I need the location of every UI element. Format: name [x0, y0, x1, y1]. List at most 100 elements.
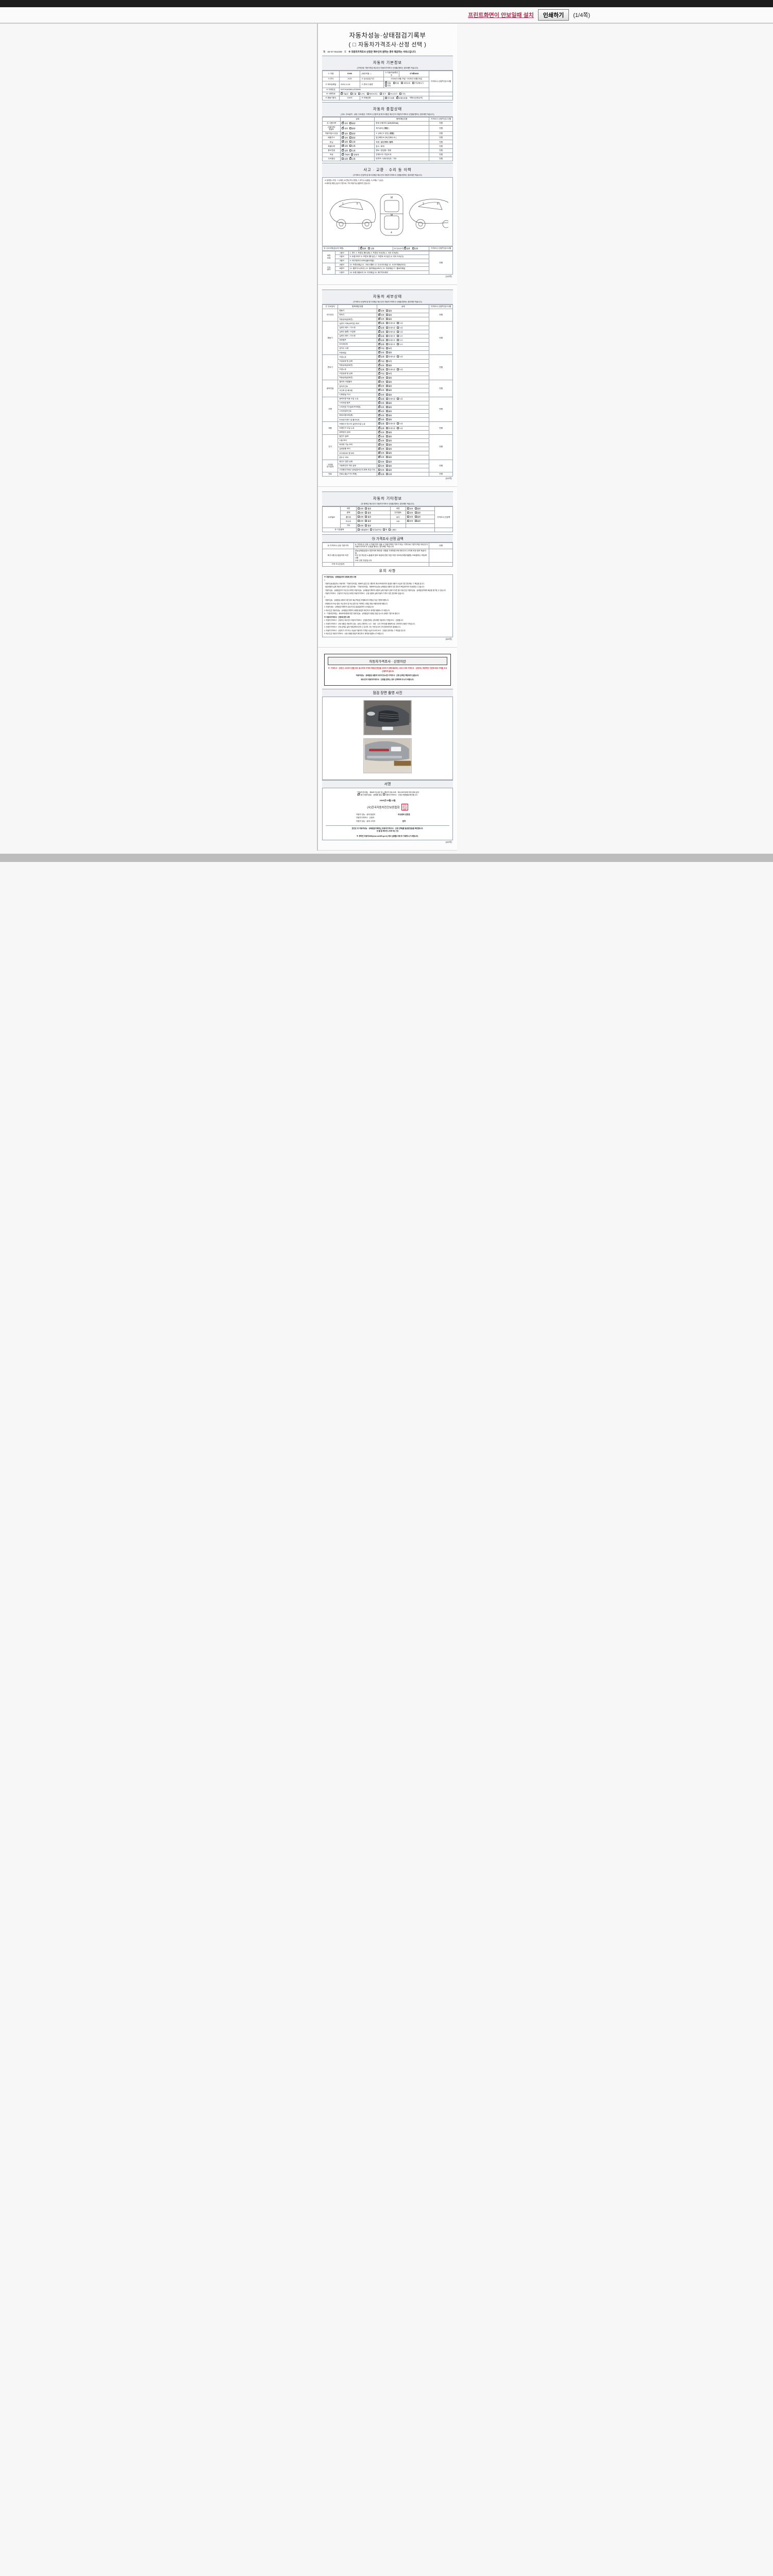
- detail-5-0-option-1[interactable]: 미세누유: [385, 422, 395, 425]
- checkbox-icon[interactable]: [378, 455, 381, 459]
- detail-1-2-option-2[interactable]: 누유: [397, 330, 403, 333]
- checkbox-icon[interactable]: [385, 427, 388, 429]
- checkbox-icon[interactable]: [365, 516, 367, 518]
- checkbox-icon[interactable]: [385, 372, 388, 375]
- checkbox-icon[interactable]: [342, 126, 344, 129]
- checkbox-icon[interactable]: [370, 528, 373, 531]
- detail-1-3-option-0[interactable]: 없음: [378, 334, 384, 337]
- checkbox-icon[interactable]: [385, 397, 388, 400]
- detail-6-5-option-0[interactable]: 양호: [378, 455, 384, 459]
- checkbox-icon[interactable]: [378, 451, 381, 454]
- checkbox-icon[interactable]: [407, 520, 409, 522]
- checkbox-icon[interactable]: [378, 438, 381, 442]
- overall-2-option-1[interactable]: 불량: [349, 132, 356, 135]
- car365-footer-link[interactable]: ※ 계약전 자동차365(www.car365.go.kr) 에서 실매물 조회…: [356, 835, 419, 838]
- checkbox-icon[interactable]: [378, 472, 381, 475]
- detail-1-1-option-0[interactable]: 없음: [378, 326, 384, 329]
- detail-1-4-option-1[interactable]: 미세누수: [385, 338, 395, 342]
- checkbox-icon[interactable]: [378, 410, 381, 412]
- checkbox-icon[interactable]: [349, 127, 352, 129]
- checkbox-icon[interactable]: [342, 144, 344, 147]
- fuel-option-hydrogen[interactable]: 수소전기: [388, 92, 397, 95]
- detail-3-0-option-0[interactable]: 양호: [378, 380, 384, 383]
- detail-2-1-option-1[interactable]: 부족: [385, 360, 392, 363]
- checkbox-icon[interactable]: [342, 136, 344, 139]
- manual-option-1[interactable]: 안전삼각대: [370, 528, 381, 531]
- detail-1-0-option-1[interactable]: 미세누유: [385, 322, 395, 325]
- accident-yes-option[interactable]: 있음: [368, 247, 374, 250]
- checkbox-icon[interactable]: [378, 376, 381, 379]
- checkbox-icon[interactable]: [385, 330, 388, 333]
- detail-5-1-option-0[interactable]: 없음: [378, 426, 384, 430]
- detail-1-7-option-1[interactable]: 불량: [385, 351, 392, 354]
- etc-l4-option-0[interactable]: 양호: [357, 524, 363, 527]
- checkbox-icon[interactable]: [397, 422, 399, 425]
- detail-4-4-option-0[interactable]: 양호: [378, 414, 384, 417]
- checkbox-icon[interactable]: [349, 157, 352, 160]
- trans-option-etc[interactable]: 기타: [384, 84, 391, 87]
- detail-2-3-option-2[interactable]: 누유: [397, 368, 403, 371]
- checkbox-icon[interactable]: [385, 418, 388, 421]
- checkbox-icon[interactable]: [397, 326, 399, 329]
- detail-2-0-option-2[interactable]: 누유: [397, 355, 403, 358]
- detail-3-2-option-1[interactable]: 불량: [385, 389, 392, 392]
- trans-option-manual[interactable]: 수동: [393, 81, 399, 84]
- checkbox-icon[interactable]: [378, 426, 381, 429]
- etc-r1-option-0[interactable]: 양호: [407, 512, 413, 514]
- fuel-option-ev[interactable]: 전기: [380, 92, 386, 95]
- overall-6-option-0[interactable]: 없음: [342, 148, 348, 152]
- overall-6-option-1[interactable]: 있음: [349, 149, 356, 152]
- checkbox-icon[interactable]: [342, 148, 344, 151]
- detail-5-2-option-0[interactable]: 양호: [378, 430, 384, 434]
- checkbox-icon[interactable]: [385, 381, 388, 383]
- etc-l3-option-0[interactable]: 양호: [357, 520, 363, 522]
- checkbox-icon[interactable]: [397, 397, 399, 400]
- overall-4-option-0[interactable]: 없음: [342, 140, 348, 143]
- detail-1-4-option-2[interactable]: 누수: [397, 338, 403, 342]
- manual-option-2[interactable]: 잭: [382, 528, 387, 531]
- etc-l2-option-0[interactable]: 양호: [357, 516, 363, 518]
- detail-0-2-option-0[interactable]: 양호: [378, 317, 384, 320]
- detail-0-2-option-1[interactable]: 불량: [385, 318, 392, 320]
- manual-option-3[interactable]: 스패너: [389, 528, 396, 531]
- detail-5-1-option-1[interactable]: 미세누유: [385, 427, 395, 430]
- checkbox-icon[interactable]: [385, 347, 388, 350]
- checkbox-icon[interactable]: [384, 81, 387, 84]
- checkbox-icon[interactable]: [357, 528, 360, 531]
- checkbox-icon[interactable]: [385, 389, 388, 392]
- checkbox-icon[interactable]: [378, 422, 381, 425]
- checkbox-icon[interactable]: [407, 516, 409, 518]
- checkbox-icon[interactable]: [342, 121, 344, 124]
- checkbox-icon[interactable]: [366, 92, 369, 95]
- trans-option-auto[interactable]: 자동: [384, 81, 391, 84]
- checkbox-icon[interactable]: [399, 92, 402, 95]
- checkbox-icon[interactable]: [414, 512, 417, 514]
- etc-l0-option-0[interactable]: 양호: [357, 507, 363, 510]
- checkbox-icon[interactable]: [358, 793, 360, 796]
- detail-1-0-option-0[interactable]: 없음: [378, 321, 384, 325]
- detail-4-1-option-1[interactable]: 불량: [385, 401, 392, 404]
- detail-7-1-option-0[interactable]: 양호: [378, 464, 384, 467]
- checkbox-icon[interactable]: [349, 145, 352, 147]
- checkbox-icon[interactable]: [396, 96, 399, 99]
- checkbox-icon[interactable]: [378, 414, 381, 417]
- detail-3-3-option-1[interactable]: 불량: [385, 393, 392, 396]
- detail-5-0-option-0[interactable]: 없음: [378, 422, 384, 425]
- checkbox-icon[interactable]: [397, 343, 399, 345]
- detail-1-1-option-2[interactable]: 누유: [397, 326, 403, 329]
- checkbox-icon[interactable]: [378, 330, 381, 333]
- detail-5-1-option-2[interactable]: 누유: [397, 427, 403, 430]
- checkbox-icon[interactable]: [378, 347, 381, 350]
- detail-5-0-option-2[interactable]: 누유: [397, 422, 403, 425]
- detail-0-1-option-1[interactable]: 불량: [385, 314, 392, 316]
- detail-5-2-option-1[interactable]: 불량: [385, 431, 392, 434]
- detail-7-0-option-1[interactable]: 불량: [385, 460, 392, 463]
- checkbox-icon[interactable]: [385, 326, 388, 329]
- detail-7-1-option-1[interactable]: 불량: [385, 464, 392, 467]
- checkbox-icon[interactable]: [378, 443, 381, 446]
- detail-2-1-option-0[interactable]: 적정: [378, 359, 384, 363]
- checkbox-icon[interactable]: [385, 385, 388, 387]
- checkbox-icon[interactable]: [385, 322, 388, 325]
- checkbox-icon[interactable]: [349, 141, 352, 143]
- checkbox-icon[interactable]: [378, 418, 381, 421]
